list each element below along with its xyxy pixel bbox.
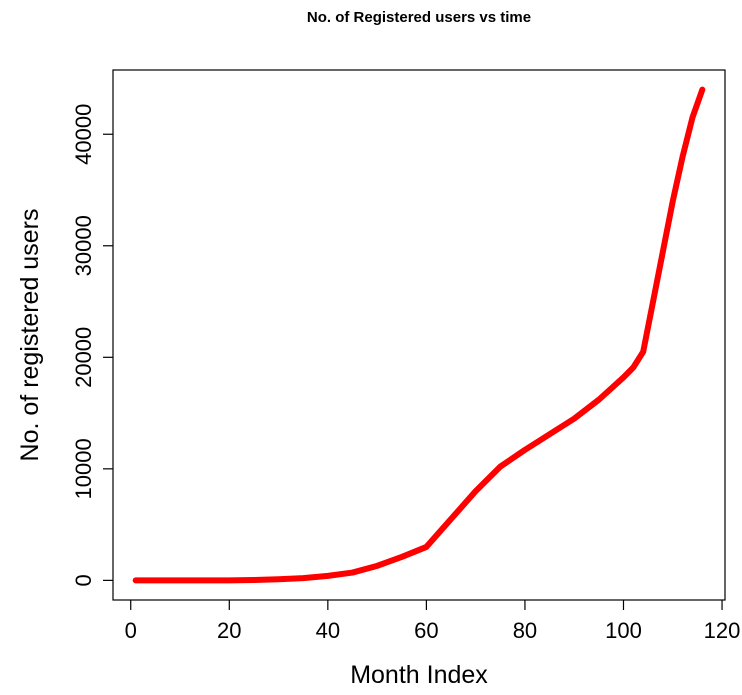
x-axis-label: Month Index <box>350 661 488 689</box>
plot-box <box>112 69 726 601</box>
x-tick-label: 80 <box>513 618 537 643</box>
y-axis-label: No. of registered users <box>16 209 44 462</box>
y-tick-label: 0 <box>71 574 96 586</box>
x-tick-label: 40 <box>316 618 340 643</box>
y-tick-label: 40000 <box>71 104 96 165</box>
chart-title: No. of Registered users vs time <box>307 9 531 26</box>
y-tick-label: 30000 <box>71 215 96 276</box>
y-tick-label: 20000 <box>71 327 96 388</box>
x-tick-label: 100 <box>605 618 642 643</box>
x-tick-label: 60 <box>414 618 438 643</box>
y-tick-label: 10000 <box>71 438 96 499</box>
x-tick-label: 0 <box>125 618 137 643</box>
line <box>132 86 706 584</box>
x-tick-label: 120 <box>704 618 741 643</box>
x-tick-label: 20 <box>217 618 241 643</box>
